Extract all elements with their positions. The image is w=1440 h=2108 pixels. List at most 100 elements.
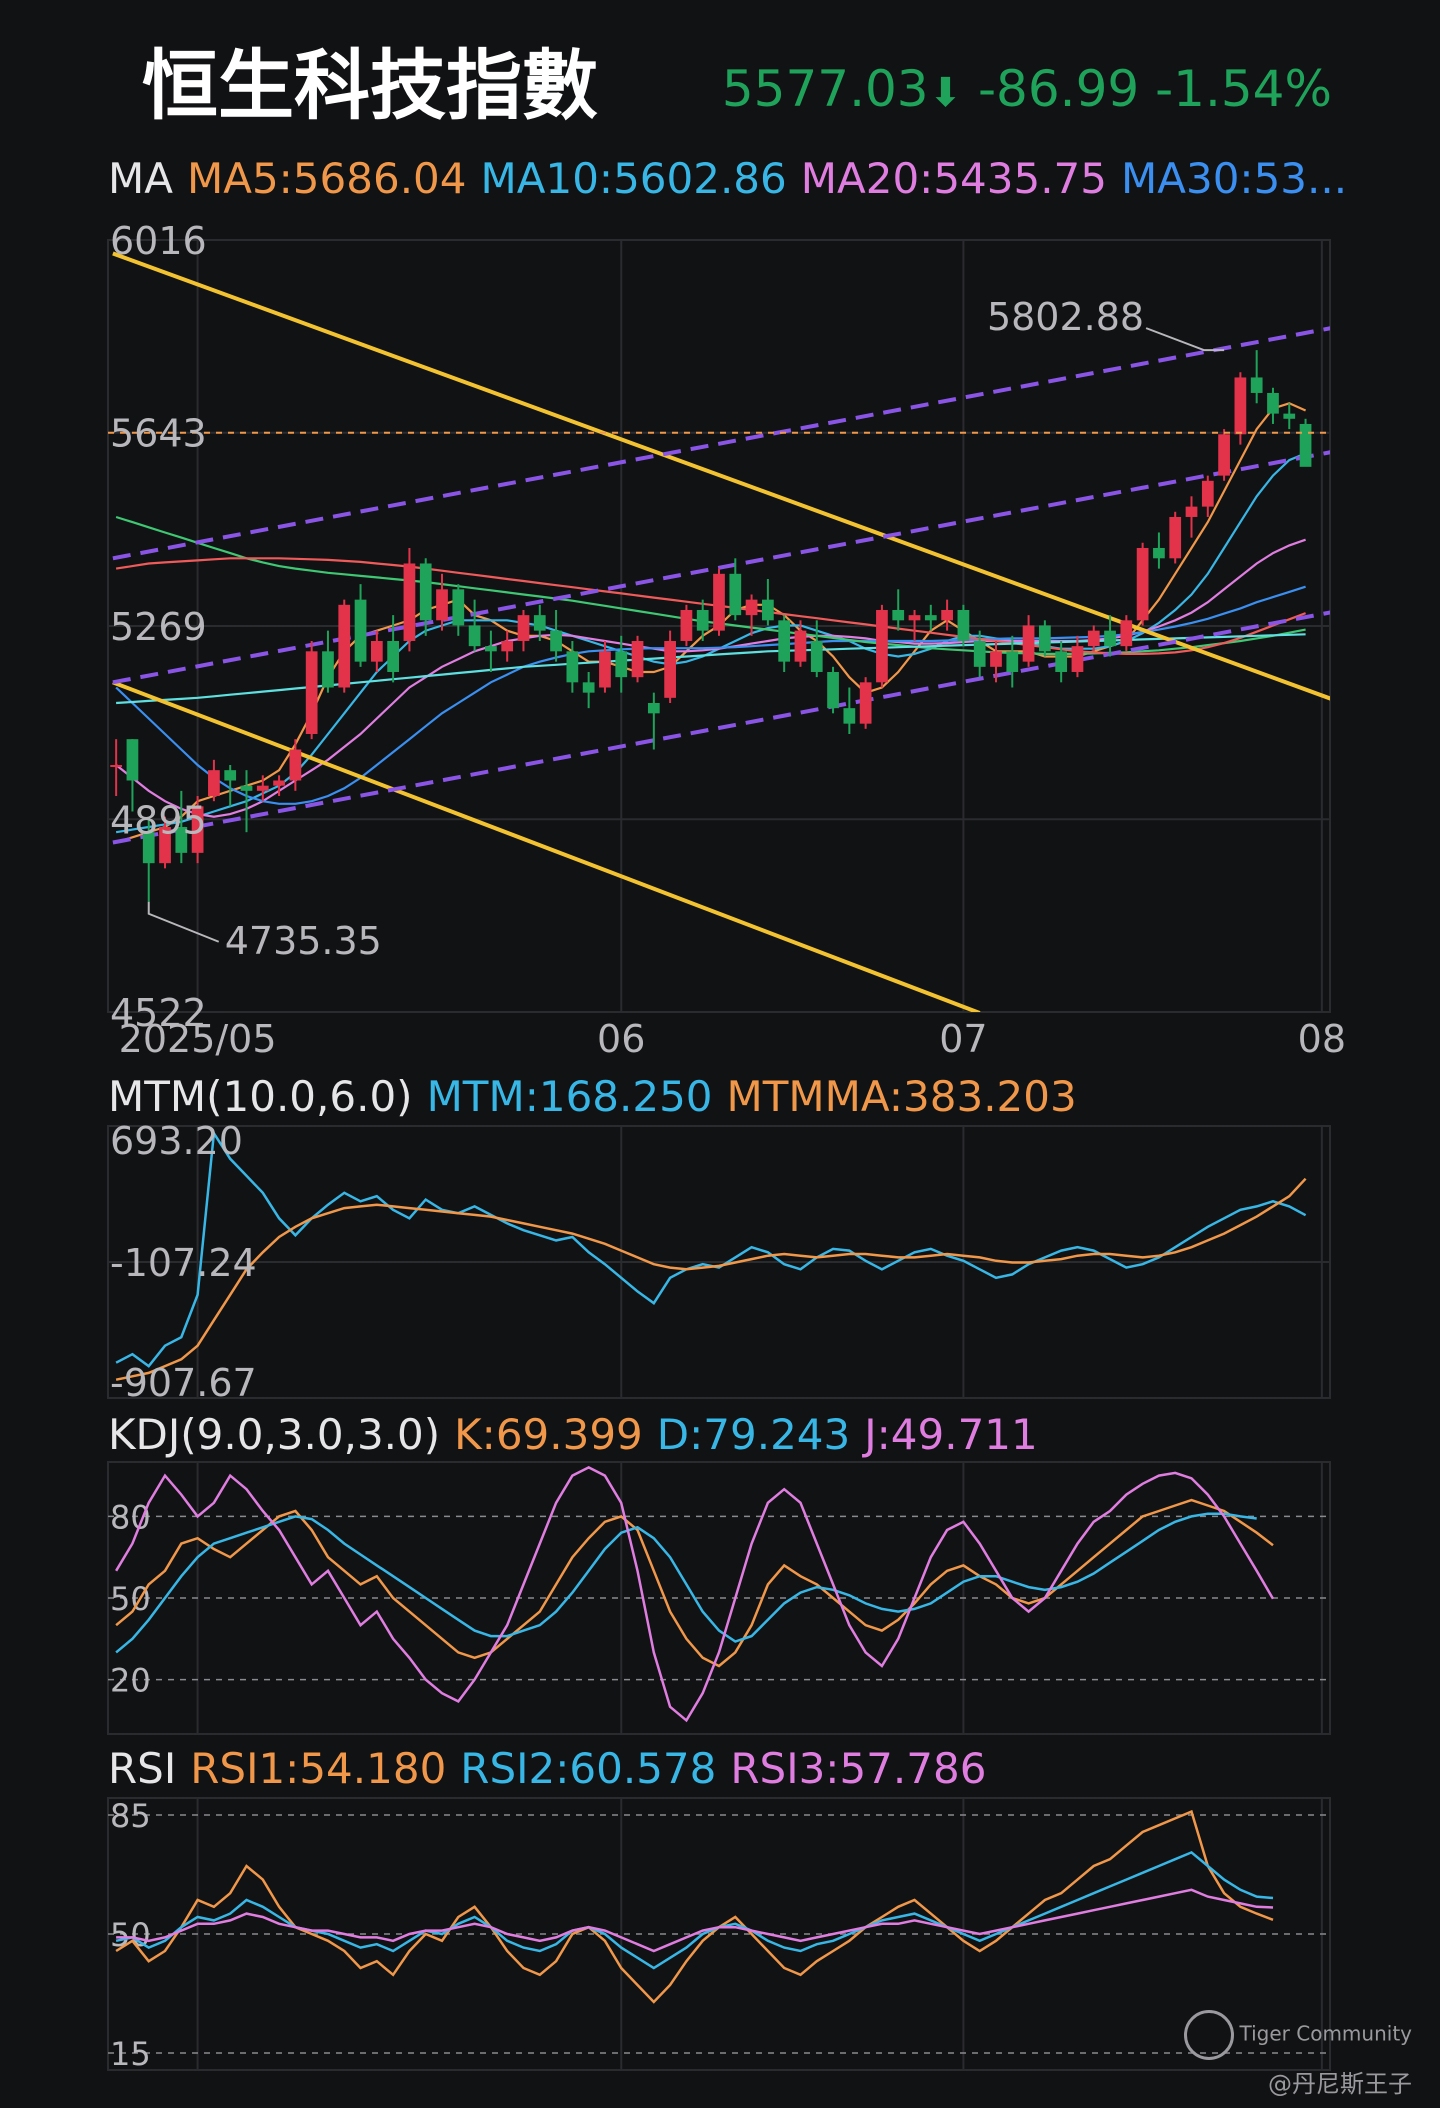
candle-body (1136, 547, 1149, 621)
kdj-y-tick: 50 (110, 1580, 151, 1618)
kdj-k-line (115, 1498, 1274, 1668)
watermark-brand: Tiger Community (1183, 2010, 1412, 2060)
candle-body (1250, 377, 1263, 393)
kdj-legend-item: D:79.243 (656, 1410, 851, 1459)
main-y-tick: 5643 (110, 412, 207, 456)
candle-body (973, 640, 986, 667)
kdj-y-tick: 80 (110, 1498, 151, 1536)
ma-legend-item: MA5:5686.04 (186, 154, 467, 203)
high-annotation: 5802.88 (987, 295, 1144, 339)
candle-body (159, 827, 171, 864)
candle-body (322, 651, 334, 688)
trendline (112, 326, 1330, 561)
candle-body (403, 563, 416, 641)
candle-body (745, 599, 758, 616)
rsi-y-tick: 15 (110, 2035, 151, 2073)
rsi-legend-item: RSI1:54.180 (190, 1744, 447, 1793)
low-annotation: 4735.35 (225, 919, 382, 963)
candle-body (370, 640, 383, 662)
mtm-y-tick: -907.67 (110, 1361, 257, 1405)
rsi-y-tick: 50 (110, 1916, 151, 1954)
candle-body (1153, 547, 1165, 559)
candle-body (338, 604, 351, 688)
rsi-legend-item: RSI3:57.786 (730, 1744, 987, 1793)
mtm-legend-item: MTM:168.250 (426, 1072, 713, 1121)
candle-body (957, 609, 970, 641)
candle-body (240, 785, 253, 791)
candle-body (615, 651, 628, 678)
candle-body (631, 640, 644, 678)
candle-body (941, 609, 953, 621)
main-y-tick: 4522 (110, 991, 207, 1035)
candle-body (501, 640, 514, 652)
candle-body (990, 651, 1002, 667)
price-change-pct: -1.54% (1155, 60, 1332, 118)
candle-body (1120, 620, 1133, 647)
candle-body (1006, 651, 1019, 672)
low-annotation-leader (147, 901, 220, 943)
last-price: 5577.03 (721, 60, 929, 118)
candle-body (1039, 625, 1051, 652)
mtm-y-tick: -107.24 (110, 1241, 257, 1285)
candle-body (517, 615, 530, 641)
candle-body (208, 770, 220, 797)
candle-body (305, 651, 318, 734)
rsi1-line (115, 1809, 1274, 2004)
candle-body (289, 749, 302, 781)
trendline (112, 251, 1330, 701)
candle-body (1169, 516, 1182, 559)
candle-body (1201, 480, 1214, 507)
ma-legend: MA MA5:5686.04 MA10:5602.86 MA20:5435.75 MA3… (108, 158, 1361, 200)
candle-body (468, 625, 481, 647)
mtm-legend-item: MTMMA:383.203 (726, 1072, 1077, 1121)
ma-legend-item: MA30:53... (1121, 154, 1348, 203)
candle-body (1055, 651, 1068, 672)
candle-body (550, 630, 562, 652)
kdj-legend-item: K:69.399 (454, 1410, 643, 1459)
trendline (112, 680, 981, 1012)
rsi-legend: RSI RSI1:54.180 RSI2:60.578 RSI3:57.786 (108, 1748, 1000, 1790)
main-y-tick: 4895 (110, 798, 207, 842)
candle-body (1087, 630, 1100, 647)
main-x-tick: 08 (1298, 1017, 1346, 1061)
candle-body (256, 785, 269, 791)
main-x-tick: 07 (939, 1017, 987, 1061)
candle-body (1185, 506, 1198, 517)
candle-body (1267, 392, 1279, 414)
candle-body (794, 630, 807, 662)
candle-body (876, 609, 888, 683)
candle-body (191, 806, 204, 853)
arrow-down-icon: ⬇ (928, 70, 963, 116)
candle-body (533, 615, 546, 631)
trendline (112, 610, 1330, 845)
kdj-d-line (115, 1512, 1257, 1654)
candle-body (566, 651, 579, 683)
candle-body (647, 702, 660, 714)
ma-legend-item: MA20:5435.75 (800, 154, 1107, 203)
candle-body (452, 589, 465, 626)
main-plot (110, 251, 1330, 1012)
candle-body (273, 780, 285, 786)
kdj-j-line (115, 1465, 1275, 1723)
rsi-legend-item: RSI2:60.578 (460, 1744, 717, 1793)
candle-body (1218, 434, 1230, 476)
ma10-line (115, 452, 1307, 834)
candle-body (778, 620, 791, 662)
index-title: 恒生科技指數 (142, 41, 598, 130)
candle-body (762, 599, 774, 621)
tiger-logo-icon (1183, 2010, 1234, 2060)
candle-body (713, 573, 725, 631)
ma-legend-label: MA (108, 154, 173, 203)
main-y-tick: 5269 (110, 605, 207, 649)
rsi-legend-label: RSI (108, 1744, 177, 1793)
candle-body (599, 651, 611, 688)
main-x-tick: 06 (597, 1017, 645, 1061)
main-y-tick: 6016 (110, 219, 207, 263)
candle-body (1022, 625, 1035, 662)
trendline (112, 450, 1330, 685)
candle-body (924, 615, 937, 621)
candle-body (485, 646, 497, 652)
candle-body (1234, 377, 1247, 435)
candle-body (843, 708, 856, 724)
